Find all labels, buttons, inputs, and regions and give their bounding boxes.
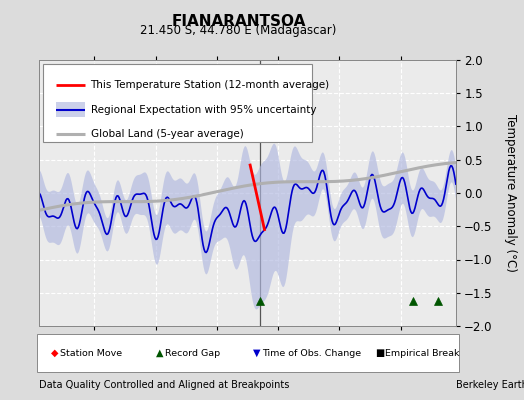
Text: ▲: ▲ [156,348,163,358]
Text: ▼: ▼ [253,348,260,358]
Text: ■: ■ [375,348,385,358]
FancyBboxPatch shape [43,64,312,142]
Text: Global Land (5-year average): Global Land (5-year average) [91,129,243,139]
Text: Data Quality Controlled and Aligned at Breakpoints: Data Quality Controlled and Aligned at B… [39,380,290,390]
Text: Station Move: Station Move [60,348,123,358]
Text: Record Gap: Record Gap [165,348,220,358]
Text: 21.450 S, 44.780 E (Madagascar): 21.450 S, 44.780 E (Madagascar) [140,24,336,37]
Y-axis label: Temperature Anomaly (°C): Temperature Anomaly (°C) [504,114,517,272]
Text: This Temperature Station (12-month average): This Temperature Station (12-month avera… [91,80,330,90]
Text: Empirical Break: Empirical Break [385,348,460,358]
Text: Regional Expectation with 95% uncertainty: Regional Expectation with 95% uncertaint… [91,105,316,115]
Text: FIANARANTSOA: FIANARANTSOA [171,14,305,29]
Text: Berkeley Earth: Berkeley Earth [456,380,524,390]
Text: ◆: ◆ [51,348,59,358]
Text: Time of Obs. Change: Time of Obs. Change [262,348,361,358]
Bar [56,102,85,117]
